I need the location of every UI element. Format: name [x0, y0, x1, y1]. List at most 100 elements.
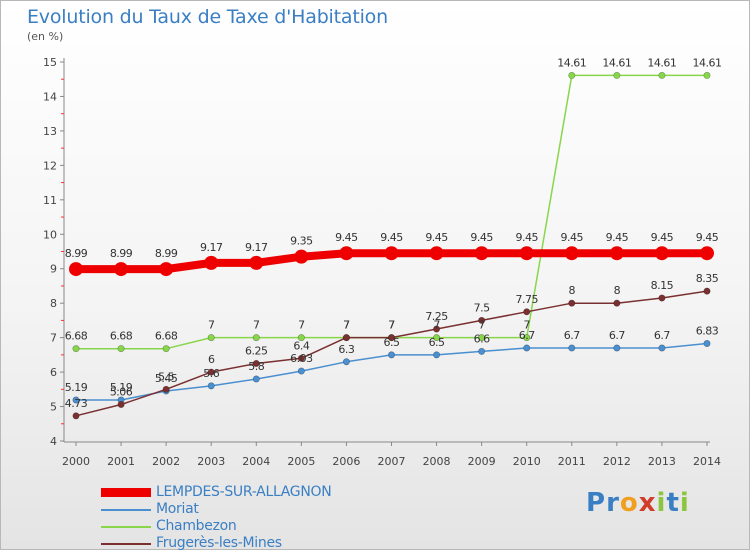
point-chambezon [613, 71, 621, 79]
point-frugeres [613, 299, 621, 307]
x-tick-label: 2000 [62, 455, 90, 468]
point-lempdes [114, 262, 129, 277]
point-moriat [613, 344, 621, 352]
data-label-lempdes: 8.99 [155, 247, 178, 260]
point-lempdes [474, 246, 489, 261]
data-label-chambezon: 7 [433, 319, 440, 332]
chart-title: Evolution du Taux de Taxe d'Habitation [27, 6, 388, 28]
legend-swatch-chambezon [101, 526, 151, 528]
data-label-chambezon: 6.68 [65, 330, 88, 343]
legend-label-lempdes: LEMPDES-SUR-ALLAGNON [156, 484, 332, 500]
data-label-lempdes: 9.45 [651, 231, 674, 244]
data-label-frugeres: 8 [569, 284, 576, 297]
x-tick-label: 2013 [648, 455, 676, 468]
legend-swatch-moriat [101, 509, 151, 511]
point-moriat [433, 351, 441, 359]
y-tick-label: 15 [43, 56, 57, 69]
point-chambezon [568, 71, 576, 79]
data-label-moriat: 5.19 [110, 381, 133, 394]
data-label-chambezon: 14.61 [557, 56, 586, 69]
point-chambezon [72, 345, 80, 353]
point-moriat [252, 375, 260, 383]
data-label-lempdes: 9.45 [425, 231, 448, 244]
point-chambezon [252, 334, 260, 342]
data-label-moriat: 6.3 [338, 343, 354, 356]
y-tick-label: 14 [43, 90, 57, 103]
legend-label-moriat: Moriat [156, 501, 199, 517]
data-label-frugeres: 7.25 [425, 310, 448, 323]
data-label-frugeres: 4.73 [65, 397, 88, 410]
logo-letter: r [606, 488, 620, 518]
y-tick-label: 4 [50, 435, 57, 448]
data-label-frugeres: 6 [208, 353, 215, 366]
data-label-frugeres: 6.25 [245, 344, 268, 357]
data-label-lempdes: 9.45 [335, 231, 358, 244]
data-label-chambezon: 7 [523, 319, 530, 332]
point-moriat [297, 367, 305, 375]
y-tick-label: 5 [50, 401, 57, 414]
data-label-chambezon: 14.61 [647, 56, 676, 69]
point-frugeres [523, 308, 531, 316]
y-tick-label: 13 [43, 125, 57, 138]
x-tick-label: 2007 [378, 455, 406, 468]
data-label-chambezon: 7 [208, 319, 215, 332]
data-label-lempdes: 9.45 [380, 231, 403, 244]
data-label-frugeres: 6.4 [293, 339, 309, 352]
point-lempdes [700, 246, 714, 261]
point-lempdes [384, 246, 399, 261]
point-frugeres [433, 325, 441, 333]
data-label-moriat: 5.8 [248, 360, 264, 373]
point-chambezon [297, 334, 305, 342]
point-moriat [478, 347, 486, 355]
point-chambezon [117, 345, 125, 353]
point-lempdes [69, 262, 83, 277]
data-label-lempdes: 9.35 [290, 235, 313, 248]
data-label-chambezon: 7 [253, 319, 260, 332]
logo-letter: P [586, 488, 607, 518]
x-tick-label: 2009 [468, 455, 496, 468]
data-label-chambezon: 6.68 [155, 330, 178, 343]
point-chambezon [478, 334, 486, 342]
point-lempdes [519, 246, 534, 261]
data-label-moriat: 6.5 [384, 336, 400, 349]
point-lempdes [249, 255, 264, 270]
data-label-frugeres: 7 [388, 319, 395, 332]
data-label-moriat: 6.7 [519, 329, 535, 342]
x-tick-label: 2010 [513, 455, 541, 468]
point-frugeres [162, 385, 170, 393]
point-moriat [523, 344, 531, 352]
point-moriat [568, 344, 576, 352]
data-label-moriat: 6.83 [696, 324, 719, 337]
data-label-frugeres: 5.5 [158, 370, 174, 383]
series-lines [72, 74, 711, 417]
x-tick-label: 2011 [558, 455, 586, 468]
y-tick-label: 6 [50, 366, 57, 379]
data-label-moriat: 6.7 [564, 329, 580, 342]
point-moriat [703, 339, 711, 347]
point-frugeres [568, 299, 576, 307]
data-label-moriat: 6.7 [654, 329, 670, 342]
data-label-chambezon: 14.61 [602, 56, 631, 69]
x-tick-label: 2001 [107, 455, 135, 468]
x-tick-label: 2003 [197, 455, 225, 468]
data-label-moriat: 5.19 [65, 381, 88, 394]
point-frugeres [252, 359, 260, 367]
x-tick-label: 2008 [423, 455, 451, 468]
x-tick-label: 2002 [152, 455, 180, 468]
data-points [69, 71, 714, 420]
data-label-moriat: 6.7 [609, 329, 625, 342]
y-tick-label: 9 [50, 263, 57, 276]
logo-letter: i [679, 488, 690, 518]
point-moriat [658, 344, 666, 352]
point-moriat [207, 382, 215, 390]
legend-swatch-lempdes [101, 488, 151, 497]
data-labels: 5.19 5.19 5.45 5.6 5.8 6.03 6.3 6.5 6.5 6.6 6.7 6.7… [65, 56, 722, 409]
point-frugeres [207, 368, 215, 376]
data-label-lempdes: 9.45 [606, 231, 629, 244]
data-label-frugeres: 5.06 [110, 385, 133, 398]
point-frugeres [72, 412, 80, 420]
x-tick-label: 2004 [242, 455, 270, 468]
point-moriat [72, 396, 80, 404]
